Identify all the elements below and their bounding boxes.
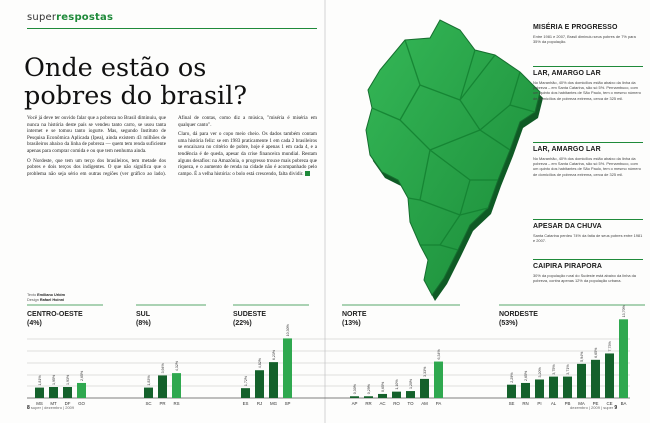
sidebar-item-4: APESAR DA CHUVA Santa Catarina perdeu 74…: [533, 223, 643, 243]
article-body: Você já deve ter ouvido falar que a pobr…: [27, 115, 317, 179]
sidebar-divider: [533, 259, 643, 260]
section-kicker: superrespostas: [27, 12, 114, 23]
sidebar-title: LAR, AMARGO LAR: [533, 146, 601, 153]
sidebar-text: No Maranhão, 40% dos domicílios estão ab…: [533, 156, 641, 177]
folio-right: dezembro | 2009 | super 9: [570, 405, 618, 411]
sidebar-item-2: LAR, AMARGO LAR No Maranhão, 40% dos dom…: [533, 70, 643, 101]
article-title: Onde estão os pobres do brasil?: [24, 53, 248, 111]
sidebar-item-1: MISÉRIA E PROGRESSO Entre 1981 e 2007, B…: [533, 24, 643, 44]
kicker-rule: [27, 28, 317, 29]
article-credits: Texto Emiliano Urbim Design Rafael Hoinn…: [27, 293, 65, 302]
article-paragraph-3: Claro, dá para ver o copo meio cheio. Os…: [178, 131, 317, 177]
magazine-spine: [324, 0, 326, 423]
folio-left: 8 super | dezembro | 2009: [27, 405, 75, 411]
article-paragraph-2: O Nordeste, que tem um terço dos brasile…: [27, 115, 317, 177]
sidebar-text: Santa Catarina perdeu 74% da fatia de se…: [533, 233, 643, 244]
sidebar-title: CAIPIRA PIRAPORA: [533, 263, 603, 270]
sidebar-divider: [533, 142, 643, 143]
brazil-map-icon: [365, 19, 543, 301]
sidebar-text: 30% da população rural do Sudeste está a…: [533, 273, 636, 284]
article-paragraph-1: Você já deve ter ouvido falar que a pobr…: [27, 115, 166, 154]
end-mark-icon: [305, 171, 311, 177]
left-page: [0, 0, 325, 423]
sidebar-title: APESAR DA CHUVA: [533, 223, 602, 230]
sidebar-item-3: LAR, AMARGO LAR No Maranhão, 40% dos dom…: [533, 146, 643, 177]
sidebar-divider: [533, 66, 643, 67]
sidebar-item-5: CAIPIRA PIRAPORA 30% da população rural …: [533, 263, 643, 283]
sidebar-text: Entre 1981 e 2007, Brasil diminuiu seus …: [533, 34, 636, 45]
sidebar-title: MISÉRIA E PROGRESSO: [533, 24, 618, 31]
sidebar-title: LAR, AMARGO LAR: [533, 70, 601, 77]
sidebar-text: No Maranhão, 40% dos domicílios estão ab…: [533, 80, 641, 101]
sidebar-divider: [533, 219, 643, 220]
